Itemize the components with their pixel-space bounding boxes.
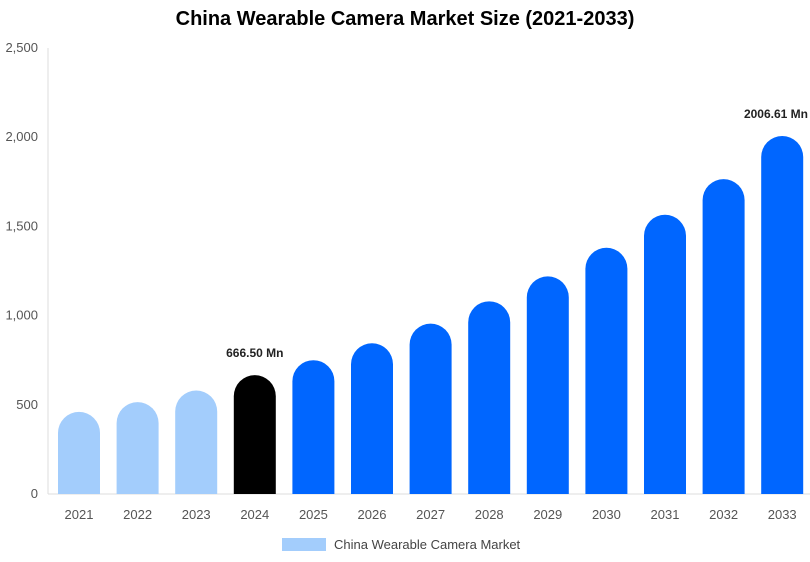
bar-2031[interactable] bbox=[644, 214, 686, 494]
x-tick-label: 2027 bbox=[416, 507, 445, 522]
x-tick-label: 2031 bbox=[651, 507, 680, 522]
x-tick-label: 2030 bbox=[592, 507, 621, 522]
bar-2021[interactable] bbox=[58, 411, 100, 494]
bar-2032[interactable] bbox=[702, 179, 745, 494]
x-tick-label: 2028 bbox=[475, 507, 504, 522]
bar-2029[interactable] bbox=[526, 276, 569, 494]
y-tick-label: 1,500 bbox=[5, 218, 38, 233]
bar-2028[interactable] bbox=[468, 301, 511, 494]
data-labels: 666.50 Mn 2006.61 Mn bbox=[226, 107, 808, 360]
legend[interactable]: China Wearable Camera Market bbox=[282, 537, 521, 552]
x-tick-label: 2023 bbox=[182, 507, 211, 522]
bar-2033[interactable] bbox=[761, 136, 804, 494]
bar-2027[interactable] bbox=[409, 323, 452, 494]
x-tick-label: 2022 bbox=[123, 507, 152, 522]
x-tick-label: 2033 bbox=[768, 507, 797, 522]
y-tick-label: 1,000 bbox=[5, 308, 38, 323]
bar-2030[interactable] bbox=[585, 247, 628, 494]
bar-2022[interactable] bbox=[116, 402, 159, 494]
x-tick-label: 2032 bbox=[709, 507, 738, 522]
bar-2023[interactable] bbox=[175, 390, 218, 494]
chart-title: China Wearable Camera Market Size (2021-… bbox=[175, 8, 635, 30]
y-tick-label: 2,000 bbox=[5, 129, 38, 144]
x-tick-label: 2026 bbox=[358, 507, 387, 522]
x-tick-label: 2024 bbox=[240, 507, 269, 522]
x-tick-label: 2025 bbox=[299, 507, 328, 522]
legend-swatch bbox=[282, 538, 326, 551]
bar-2024[interactable] bbox=[233, 375, 276, 494]
y-tick-label: 0 bbox=[31, 486, 38, 501]
bars bbox=[58, 136, 804, 494]
data-label-2024: 666.50 Mn bbox=[226, 346, 283, 360]
y-tick-label: 2,500 bbox=[5, 40, 38, 55]
x-tick-label: 2021 bbox=[65, 507, 94, 522]
x-axis-ticks: 2021 2022 2023 2024 2025 2026 2027 2028 2029 2030… bbox=[65, 507, 797, 522]
data-label-2033: 2006.61 Mn bbox=[744, 107, 808, 121]
y-tick-label: 500 bbox=[16, 397, 38, 412]
legend-label: China Wearable Camera Market bbox=[334, 537, 521, 552]
y-axis-ticks: 0 500 1,000 1,500 2,000 2,500 bbox=[5, 40, 38, 501]
bar-2026[interactable] bbox=[351, 343, 393, 494]
bar-2025[interactable] bbox=[292, 360, 335, 494]
x-tick-label: 2029 bbox=[533, 507, 562, 522]
